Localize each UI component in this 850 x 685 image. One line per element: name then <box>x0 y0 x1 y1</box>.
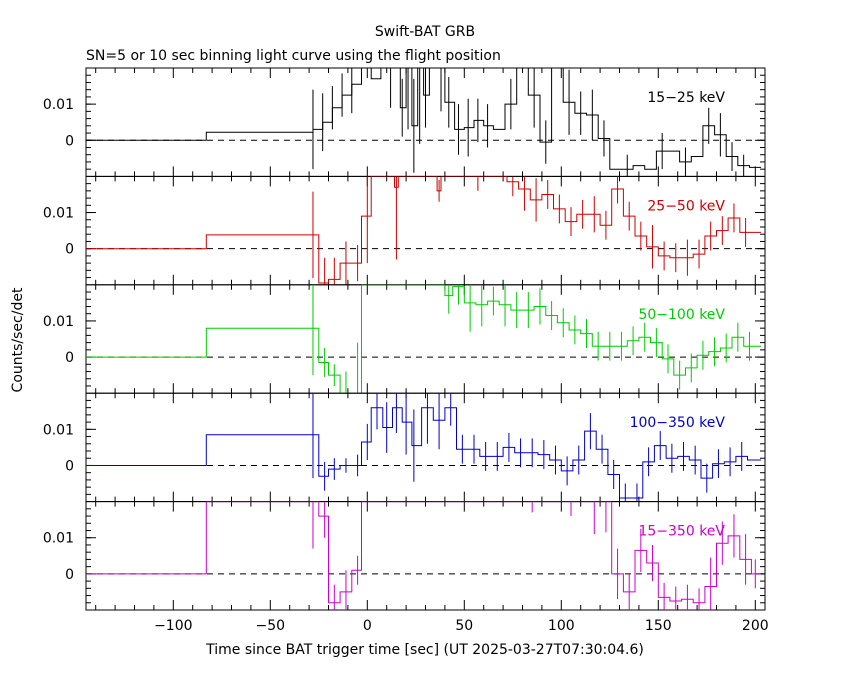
y-tick-label: 0 <box>65 242 74 258</box>
panel-data <box>86 284 762 394</box>
x-tick-label: 150 <box>645 618 672 634</box>
band-label: 50−100 keV <box>638 307 725 323</box>
chart-subtitle: SN=5 or 10 sec binning light curve using… <box>86 48 501 64</box>
y-tick-label: 0 <box>65 133 74 149</box>
panel-4: 0 0.01 100−350 keV <box>43 392 766 503</box>
y-tick-label: 0 <box>65 458 74 474</box>
band-label: 15−25 keV <box>647 90 725 106</box>
panel-frame <box>85 175 766 286</box>
panel-frame <box>85 284 766 394</box>
panel-data <box>86 501 762 610</box>
y-tick-label: 0.01 <box>43 97 74 113</box>
y-axis-label: Counts/sec/det <box>10 287 26 392</box>
x-tick-label: −100 <box>154 618 192 634</box>
panel-frame <box>85 501 766 611</box>
series-step-line <box>86 68 762 170</box>
y-tick-label: 0.01 <box>43 206 74 222</box>
x-tick-label: 200 <box>742 618 769 634</box>
series-step-line <box>86 501 762 604</box>
y-tick-label: 0 <box>65 350 74 366</box>
series-step-line <box>86 407 762 499</box>
y-tick-label: 0.01 <box>43 422 74 438</box>
panel-frame <box>85 392 766 503</box>
y-tick-label: 0 <box>65 567 74 583</box>
chart-title: Swift-BAT GRB <box>375 24 475 40</box>
band-label: 100−350 keV <box>630 415 726 431</box>
x-tick-label: 0 <box>363 618 372 634</box>
y-tick-label: 0.01 <box>43 314 74 330</box>
panel-data <box>86 393 762 502</box>
series-step-line <box>86 284 762 394</box>
panel-3: 0 0.01 50−100 keV <box>43 284 766 394</box>
y-tick-label: 0.01 <box>43 531 74 547</box>
x-tick-label: −50 <box>256 618 286 634</box>
panel-2: 0 0.01 25−50 keV <box>43 175 766 286</box>
x-tick-label: 50 <box>455 618 473 634</box>
x-axis-label: Time since BAT trigger time [sec] (UT 20… <box>205 642 644 658</box>
panel-data <box>86 68 762 177</box>
panel-data <box>86 176 762 285</box>
panel-1: 0 0.01 15−25 keV <box>43 67 766 177</box>
band-label: 25−50 keV <box>647 198 725 214</box>
panels-group: 0 0.01 15−25 keV 0 0.01 25−50 keV 0 0.01 50−100 … <box>43 67 769 634</box>
band-label: 15−350 keV <box>638 524 725 540</box>
x-tick-label: 100 <box>548 618 575 634</box>
panel-5: 0 0.01 15−350 keV <box>43 501 766 611</box>
series-step-line <box>86 176 762 284</box>
